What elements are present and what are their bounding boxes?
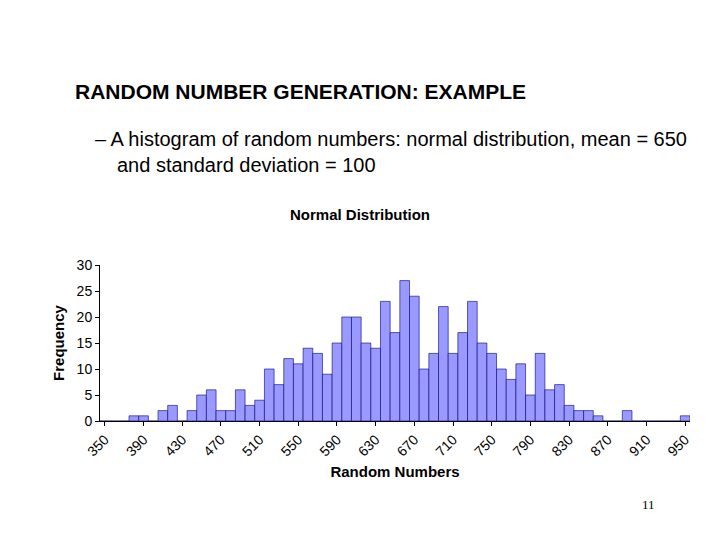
- svg-text:350: 350: [84, 431, 112, 459]
- html-text:RANDOM NUMBER GENERATION: EXAM: RANDOM NUMBER GENERATION: EXAMPLE: [75, 80, 527, 103]
- svg-text:Normal Distribution: Normal Distribution: [290, 206, 430, 223]
- svg-text:0: 0: [84, 413, 92, 429]
- html-text:– A histogram of random number: – A histogram of random numbers: normal …: [95, 128, 687, 176]
- svg-text:10: 10: [77, 361, 93, 377]
- html-text:11: 11: [642, 497, 655, 512]
- svg-text:20: 20: [77, 309, 93, 325]
- svg-text:670: 670: [394, 431, 422, 459]
- svg-text:750: 750: [471, 431, 499, 459]
- svg-text:910: 910: [626, 431, 654, 459]
- svg-text:790: 790: [510, 431, 538, 459]
- svg-text:390: 390: [123, 431, 151, 459]
- svg-text:950: 950: [664, 431, 692, 459]
- svg-text:630: 630: [355, 431, 383, 459]
- svg-text:710: 710: [432, 431, 460, 459]
- svg-text:550: 550: [278, 431, 306, 459]
- svg-text:510: 510: [239, 431, 267, 459]
- svg-text:5: 5: [84, 387, 92, 403]
- svg-text:30: 30: [77, 257, 93, 273]
- svg-text:430: 430: [161, 431, 189, 459]
- svg-text:470: 470: [200, 431, 228, 459]
- svg-text:Frequency: Frequency: [50, 304, 67, 381]
- svg-text:830: 830: [548, 431, 576, 459]
- svg-text:870: 870: [587, 431, 615, 459]
- svg-text:590: 590: [316, 431, 344, 459]
- svg-text:15: 15: [77, 335, 93, 351]
- svg-text:25: 25: [77, 283, 93, 299]
- svg-text:Random Numbers: Random Numbers: [330, 463, 459, 480]
